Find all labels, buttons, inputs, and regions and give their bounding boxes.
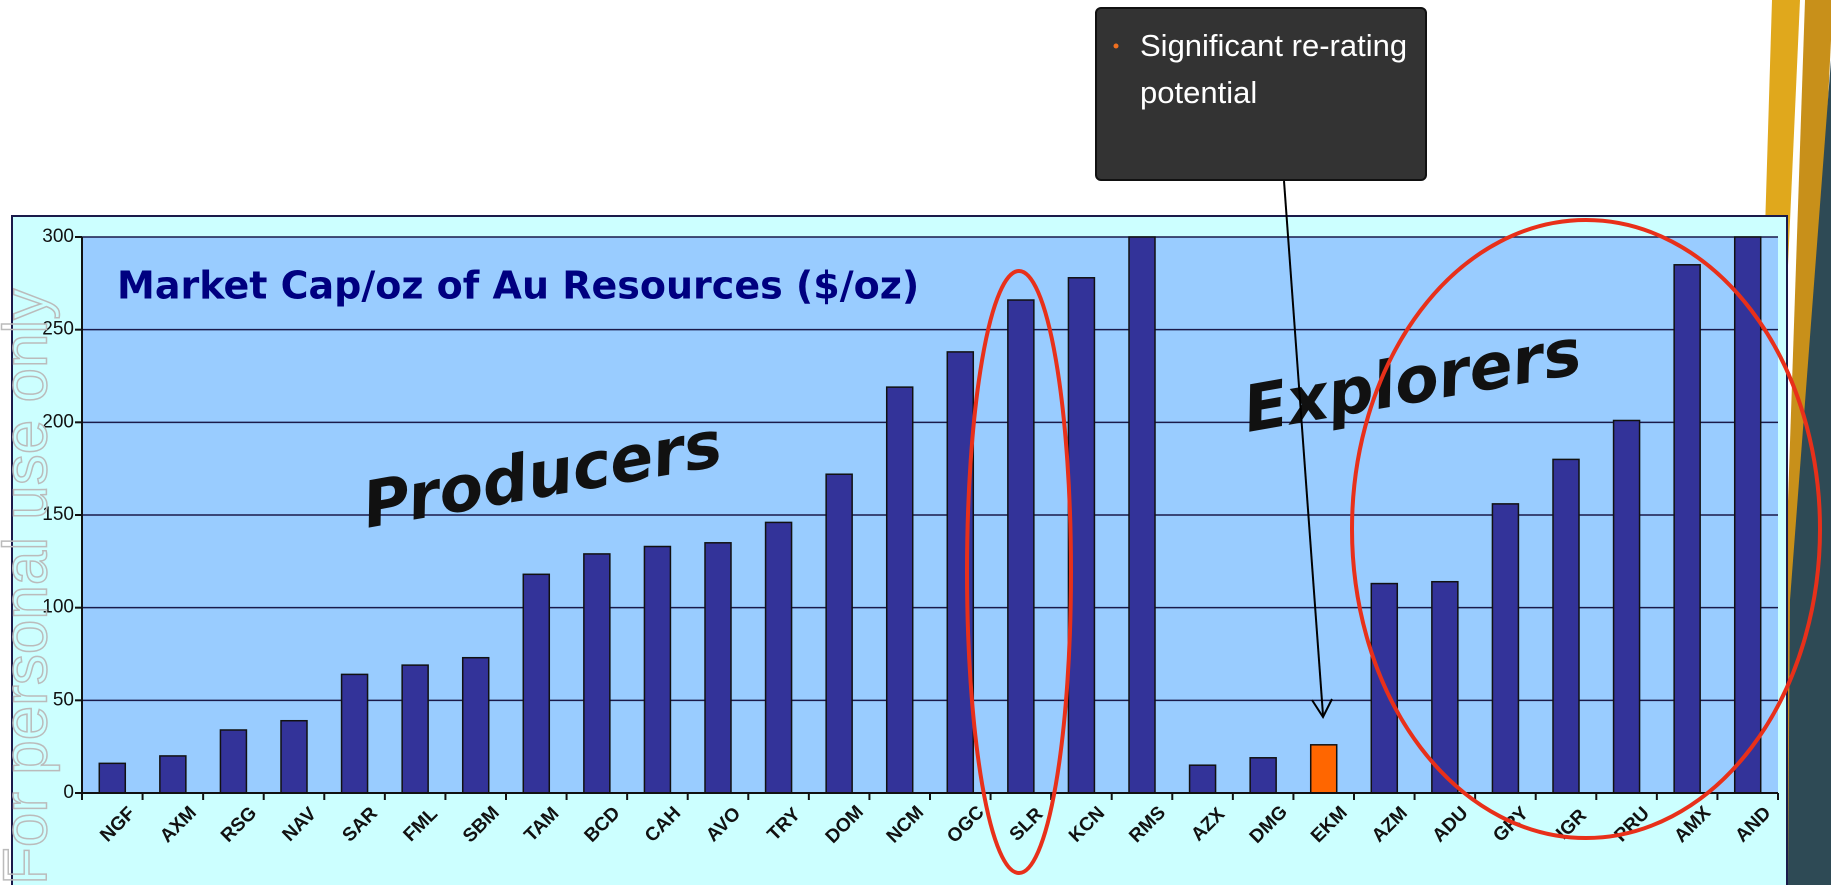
bar bbox=[219, 729, 248, 794]
y-tick-label: 250 bbox=[42, 319, 74, 340]
y-tick-label: 150 bbox=[42, 504, 74, 525]
bar bbox=[1673, 264, 1701, 794]
bar bbox=[1309, 744, 1338, 794]
y-tick-label: 0 bbox=[63, 782, 74, 803]
bar bbox=[885, 386, 914, 794]
bar bbox=[1249, 757, 1277, 794]
bar bbox=[1431, 580, 1459, 794]
y-tick-label: 200 bbox=[42, 411, 74, 432]
bar bbox=[704, 542, 732, 794]
highlight-ellipse bbox=[1350, 218, 1822, 840]
bar bbox=[522, 573, 551, 794]
bar bbox=[643, 545, 672, 794]
bar bbox=[1128, 236, 1156, 794]
bar bbox=[825, 473, 853, 794]
bar bbox=[98, 762, 127, 794]
arrow bbox=[1283, 180, 1324, 716]
bar bbox=[1612, 419, 1641, 794]
callout-box bbox=[1095, 7, 1427, 181]
y-tick-label: 300 bbox=[42, 226, 74, 247]
chart-title: Market Cap/oz of Au Resources ($/oz) bbox=[117, 264, 919, 308]
bar bbox=[340, 673, 369, 794]
bar bbox=[1733, 236, 1762, 794]
arrow-head bbox=[1311, 698, 1333, 720]
bar bbox=[764, 521, 793, 794]
bar bbox=[461, 656, 490, 794]
bar bbox=[1188, 764, 1217, 794]
callout-text: Significant re-rating potential bbox=[1140, 28, 1408, 110]
callout-text-box: Significant re-rating potential bbox=[1140, 28, 1408, 110]
bar bbox=[946, 351, 975, 794]
bar bbox=[583, 553, 611, 794]
decor-panel bbox=[1788, 60, 1831, 885]
y-tick-label: 50 bbox=[53, 689, 74, 710]
bar bbox=[1007, 299, 1035, 794]
highlight-ellipse bbox=[965, 269, 1073, 875]
watermark: For personal use only bbox=[0, 289, 60, 885]
bar bbox=[280, 719, 308, 794]
bar bbox=[1491, 503, 1520, 794]
bullet bbox=[1113, 43, 1119, 49]
y-tick-label: 100 bbox=[42, 597, 74, 618]
bar bbox=[401, 664, 429, 794]
bar bbox=[159, 755, 187, 794]
bar bbox=[1552, 458, 1580, 794]
